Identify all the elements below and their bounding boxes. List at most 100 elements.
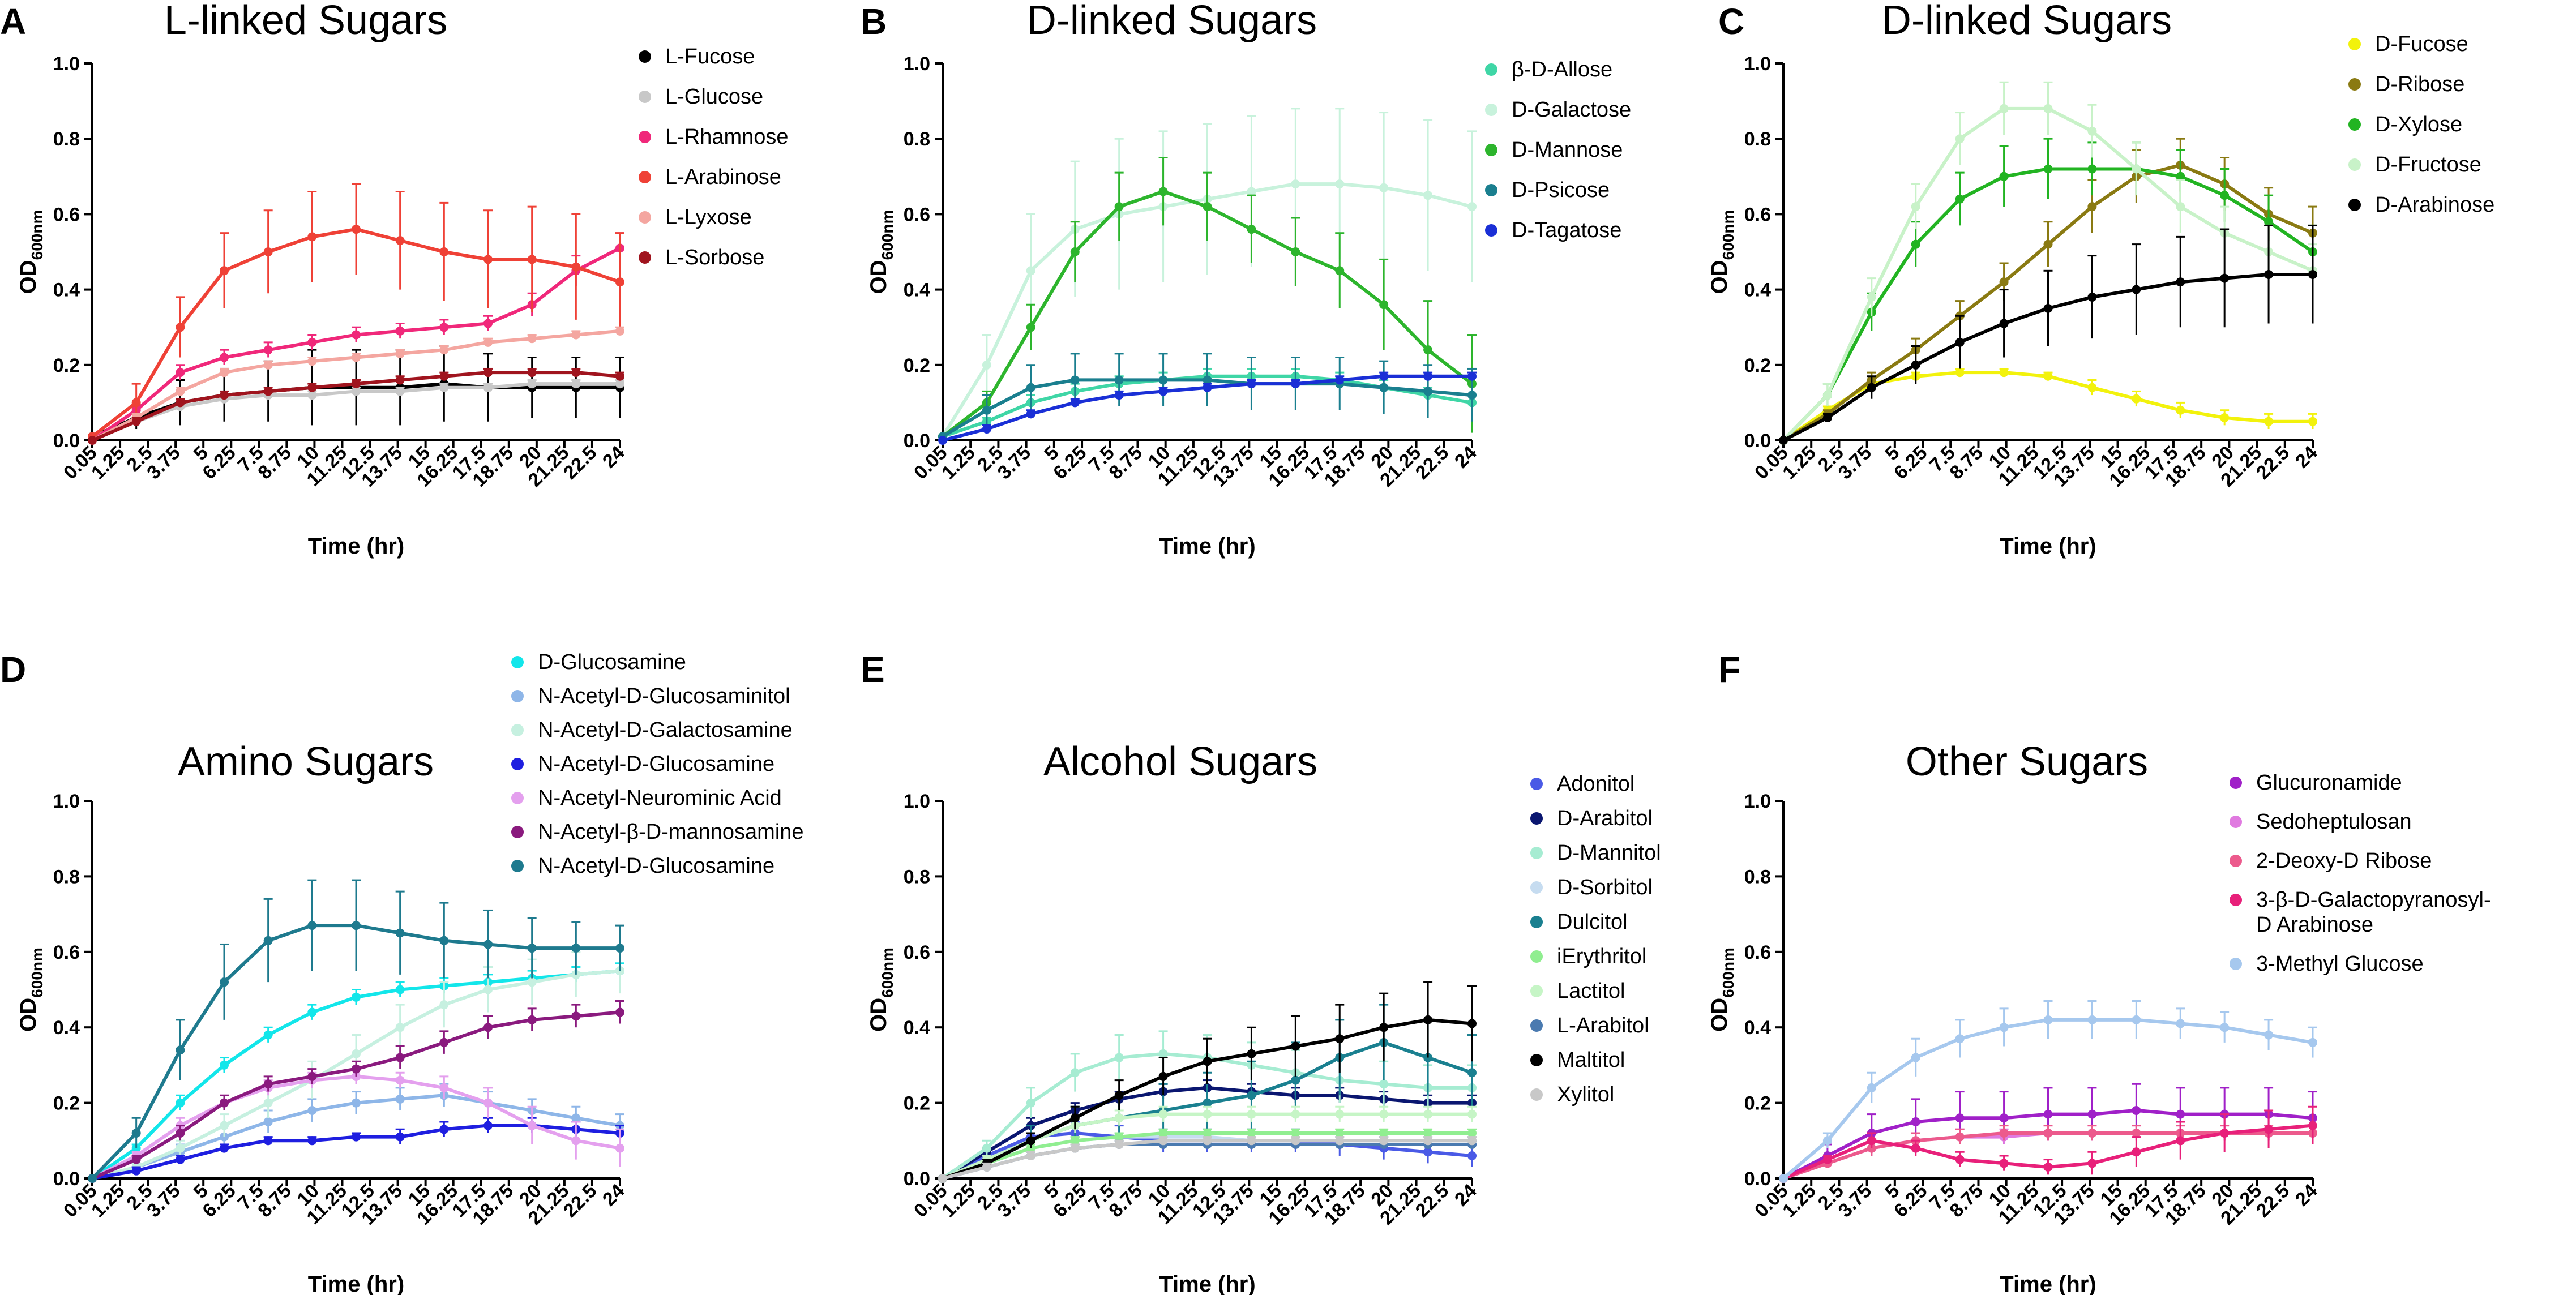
data-point [1467, 1136, 1477, 1146]
y-tick-label: 0.2 [53, 355, 80, 376]
data-point [571, 944, 581, 953]
data-point [1379, 1023, 1389, 1032]
data-point [220, 1060, 229, 1070]
series-n-acetyl-d-glucosamine [88, 879, 624, 1183]
data-point [352, 992, 361, 1002]
legend-label: N-Acetyl-β-D-mannosamine [538, 820, 804, 844]
data-point [1203, 1057, 1212, 1066]
data-point [2087, 1128, 2097, 1138]
series-d-fucose [1779, 367, 2317, 445]
data-point [307, 232, 317, 242]
y-axis-label-main: OD [16, 998, 41, 1032]
data-point [439, 1083, 449, 1092]
data-point [395, 375, 405, 385]
legend-marker [2230, 855, 2242, 867]
legend-marker [1530, 812, 1543, 825]
y-tick-label: 0.2 [1744, 1093, 1771, 1114]
data-point [1335, 375, 1345, 385]
x-tick-label: 6.25 [1890, 442, 1932, 484]
legend-marker [1530, 1088, 1543, 1101]
data-point [352, 1049, 361, 1058]
series-d-psicose [938, 353, 1477, 441]
data-point [176, 1128, 185, 1138]
chart-title: Amino Sugars [178, 739, 434, 784]
legend-marker [1485, 144, 1497, 156]
data-point [395, 326, 405, 336]
data-point [1467, 202, 1477, 212]
data-point [483, 1023, 493, 1032]
panel-c: C D-linked Sugars0.00.20.40.60.81.00.051.… [1707, 0, 2494, 559]
legend-label: L-Fucose [665, 45, 755, 68]
y-axis-label-sub: 600nm [879, 947, 896, 998]
data-point [1822, 1155, 1832, 1164]
series-dulcitol [938, 1004, 1477, 1183]
y-axis-label-main: OD [866, 998, 891, 1032]
data-point [527, 977, 537, 987]
data-point [1158, 1128, 1168, 1138]
legend-label: L-Glucose [665, 85, 763, 109]
data-point [527, 379, 537, 389]
x-axis-label: Time (hr) [308, 1272, 404, 1295]
legend-label: Sedoheptulosan [2256, 810, 2412, 834]
legend-marker [2348, 78, 2361, 91]
data-point [263, 1117, 273, 1126]
data-point [982, 360, 991, 370]
legend-label: D-Arabinose [2375, 193, 2494, 217]
data-point [982, 1143, 991, 1153]
x-tick-label: 6.25 [1049, 442, 1091, 484]
data-point [1114, 1091, 1124, 1100]
series-maltitol [938, 981, 1477, 1183]
data-point [1467, 1128, 1477, 1138]
x-tick-label: 3.75 [1834, 1180, 1876, 1222]
data-point [352, 379, 361, 389]
data-point [483, 985, 493, 994]
data-point [1955, 1113, 1965, 1123]
data-point [307, 357, 317, 366]
y-axis-label-sub: 600nm [28, 210, 46, 260]
data-point [2176, 1019, 2185, 1028]
data-point [1955, 368, 1965, 378]
data-point [1070, 247, 1080, 256]
legend-marker [2348, 38, 2361, 50]
legend-marker [2230, 894, 2242, 906]
data-point [131, 1155, 141, 1164]
data-point [615, 1007, 624, 1017]
legend-marker [639, 131, 651, 143]
data-point [131, 417, 141, 426]
data-point [1911, 1143, 1920, 1153]
chart-title: D-linked Sugars [1882, 0, 2172, 43]
data-point [1114, 1139, 1124, 1149]
data-point [2087, 202, 2097, 212]
x-tick-label: 1.25 [1778, 1180, 1820, 1222]
x-tick-label: 6.25 [1049, 1180, 1091, 1222]
legend-marker [1530, 778, 1543, 790]
data-point [88, 1174, 97, 1183]
x-tick-label: 24 [598, 1180, 629, 1211]
legend-marker [639, 50, 651, 63]
y-tick-label: 0.0 [1744, 430, 1771, 452]
data-point [1379, 371, 1389, 381]
series-l-lyxose [88, 326, 624, 445]
x-tick-label: 3.75 [994, 442, 1035, 484]
data-point [1203, 1098, 1212, 1108]
data-point [1026, 323, 1035, 332]
data-point [483, 1098, 493, 1108]
x-axis-label: Time (hr) [1159, 534, 1255, 559]
data-point [2264, 269, 2274, 279]
x-tick-label: 1.25 [87, 442, 129, 484]
data-point [439, 1037, 449, 1047]
data-point [2087, 292, 2097, 302]
data-point [1822, 413, 1832, 423]
data-point [2132, 1015, 2141, 1024]
data-point [1335, 1136, 1345, 1146]
data-point [1114, 202, 1124, 212]
data-point [1867, 383, 1876, 392]
data-point [2220, 1023, 2230, 1032]
panel-letter: B [861, 1, 887, 42]
data-point [1822, 1136, 1832, 1146]
data-point [1999, 1159, 2009, 1168]
data-point [1114, 375, 1124, 385]
y-tick-label: 1.0 [1744, 53, 1771, 75]
data-point [88, 436, 97, 445]
data-point [615, 326, 624, 336]
